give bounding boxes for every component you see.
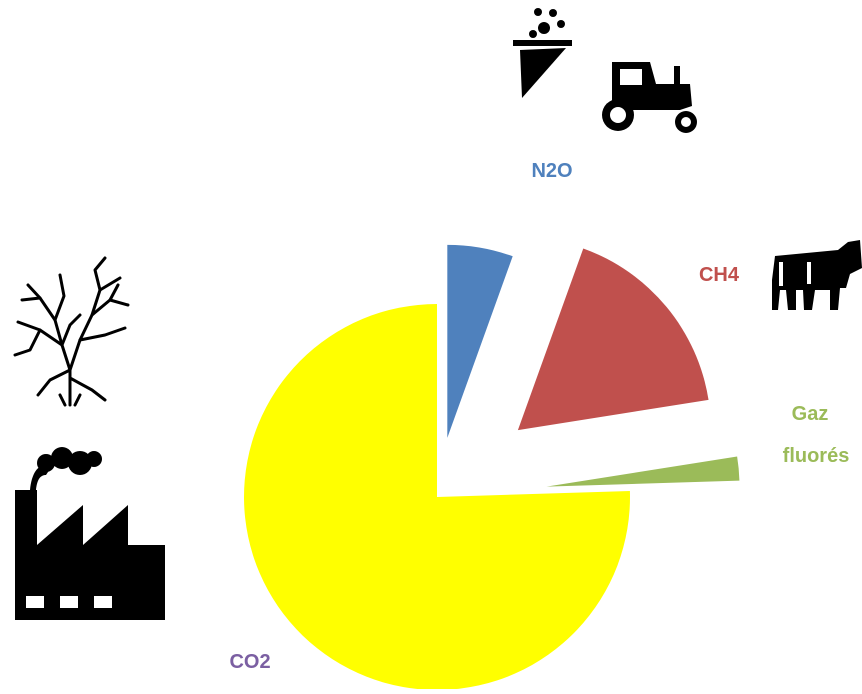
slices-layer <box>243 244 740 690</box>
pie-slice-co2 <box>243 304 631 690</box>
cow-icon <box>772 240 862 310</box>
labels-layer: CO2 N2O CH4 Gaz fluorés <box>229 160 849 673</box>
dead-tree-icon <box>13 256 130 407</box>
slice-label-co2: CO2 <box>229 651 270 673</box>
slice-label-gaz-fluors: Gaz fluorés <box>783 403 850 467</box>
pie-slice-gaz-fluors <box>546 456 740 487</box>
factory-icon <box>15 447 165 620</box>
slice-label-ch4: CH4 <box>699 264 740 286</box>
pie-slice-n2o <box>447 244 513 438</box>
fertilizer-icon <box>513 8 572 98</box>
tractor-icon <box>602 62 697 133</box>
slice-label-n2o: N2O <box>531 160 572 182</box>
pie-slice-ch4 <box>517 248 709 431</box>
